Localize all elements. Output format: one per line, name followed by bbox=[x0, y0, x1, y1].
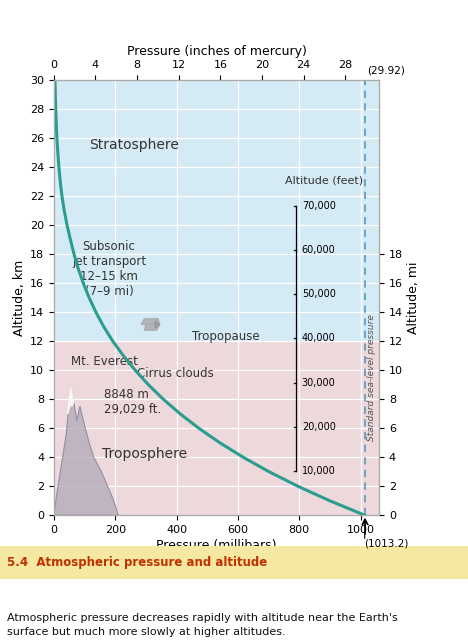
Text: 60,000: 60,000 bbox=[302, 245, 336, 255]
Text: 10,000: 10,000 bbox=[302, 466, 336, 476]
Polygon shape bbox=[68, 387, 74, 413]
Y-axis label: Altitude, mi: Altitude, mi bbox=[407, 261, 420, 334]
Text: Standard sea-level pressure: Standard sea-level pressure bbox=[367, 314, 376, 441]
X-axis label: Pressure (millibars): Pressure (millibars) bbox=[156, 539, 277, 552]
X-axis label: Pressure (inches of mercury): Pressure (inches of mercury) bbox=[126, 45, 307, 58]
Polygon shape bbox=[141, 319, 160, 330]
Text: 70,000: 70,000 bbox=[302, 201, 336, 211]
Text: (29.92): (29.92) bbox=[367, 65, 405, 76]
Text: Mt. Everest: Mt. Everest bbox=[71, 355, 138, 368]
Y-axis label: Altitude, km: Altitude, km bbox=[13, 259, 26, 336]
Text: Subsonic
jet transport
12–15 km
(7–9 mi): Subsonic jet transport 12–15 km (7–9 mi) bbox=[72, 239, 146, 298]
Text: 8848 m
29,029 ft.: 8848 m 29,029 ft. bbox=[104, 388, 162, 416]
Text: Altitude (feet): Altitude (feet) bbox=[285, 176, 364, 186]
Text: 20,000: 20,000 bbox=[302, 422, 336, 432]
Polygon shape bbox=[155, 321, 160, 328]
Text: 30,000: 30,000 bbox=[302, 378, 336, 388]
Text: Cirrus clouds: Cirrus clouds bbox=[137, 367, 213, 380]
Text: Stratosphere: Stratosphere bbox=[88, 138, 178, 152]
Text: 5.4  Atmospheric pressure and altitude: 5.4 Atmospheric pressure and altitude bbox=[7, 556, 267, 569]
Text: Atmospheric pressure decreases rapidly with altitude near the Earth's
surface bu: Atmospheric pressure decreases rapidly w… bbox=[7, 613, 398, 637]
Polygon shape bbox=[54, 387, 118, 515]
Text: 40,000: 40,000 bbox=[302, 333, 336, 343]
Bar bbox=[54, 341, 379, 515]
Text: (1013.2): (1013.2) bbox=[364, 539, 408, 549]
Text: 50,000: 50,000 bbox=[302, 289, 336, 299]
Text: Tropopause: Tropopause bbox=[192, 330, 260, 342]
Bar bbox=[54, 80, 379, 341]
Text: Troposphere: Troposphere bbox=[102, 447, 187, 461]
